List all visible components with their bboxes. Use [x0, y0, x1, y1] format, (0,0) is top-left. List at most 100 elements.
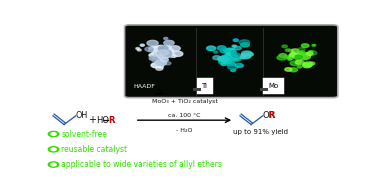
Circle shape [149, 57, 155, 60]
Circle shape [288, 56, 294, 59]
Circle shape [222, 55, 231, 59]
FancyBboxPatch shape [193, 88, 201, 91]
Circle shape [285, 68, 292, 71]
Circle shape [155, 55, 162, 59]
Text: - H₂O: - H₂O [176, 128, 193, 133]
Circle shape [231, 55, 238, 58]
Circle shape [161, 52, 169, 56]
Circle shape [172, 51, 183, 57]
Circle shape [238, 65, 244, 67]
Circle shape [162, 51, 172, 56]
Circle shape [137, 49, 141, 51]
Circle shape [140, 44, 144, 46]
Text: ca. 100 °C: ca. 100 °C [168, 113, 201, 118]
Circle shape [296, 60, 304, 65]
Circle shape [224, 55, 229, 57]
Circle shape [309, 62, 315, 65]
Circle shape [282, 45, 287, 48]
Circle shape [220, 48, 230, 53]
Circle shape [295, 55, 302, 59]
Circle shape [51, 133, 56, 135]
Circle shape [166, 50, 171, 53]
Circle shape [162, 48, 167, 50]
Circle shape [164, 40, 174, 46]
Circle shape [228, 55, 239, 60]
Circle shape [239, 40, 250, 45]
Circle shape [148, 50, 152, 52]
Circle shape [158, 65, 164, 68]
Circle shape [158, 50, 169, 55]
FancyBboxPatch shape [260, 88, 268, 91]
Circle shape [290, 61, 299, 66]
Circle shape [164, 50, 174, 54]
Circle shape [153, 46, 158, 49]
Circle shape [231, 53, 240, 57]
Circle shape [151, 63, 161, 68]
Circle shape [152, 57, 163, 63]
Circle shape [302, 53, 310, 57]
Circle shape [231, 69, 236, 71]
Circle shape [149, 46, 159, 51]
Circle shape [152, 51, 162, 57]
Circle shape [230, 58, 234, 60]
Circle shape [241, 43, 249, 47]
Circle shape [299, 51, 305, 54]
Circle shape [158, 56, 163, 58]
Circle shape [290, 54, 295, 57]
Text: MoO₃ + TiO₂ catalyst: MoO₃ + TiO₂ catalyst [152, 99, 218, 104]
Circle shape [160, 50, 170, 55]
Circle shape [295, 60, 302, 64]
Circle shape [170, 46, 180, 51]
Circle shape [226, 52, 236, 57]
Text: up to 91% yield: up to 91% yield [233, 129, 288, 135]
Circle shape [165, 62, 171, 65]
Circle shape [312, 44, 316, 46]
Circle shape [156, 60, 167, 65]
Circle shape [166, 53, 175, 57]
Circle shape [51, 148, 56, 151]
Circle shape [234, 46, 241, 50]
Circle shape [164, 50, 172, 54]
Circle shape [230, 56, 241, 61]
Circle shape [158, 46, 168, 51]
Circle shape [303, 63, 311, 68]
Circle shape [160, 53, 170, 58]
Circle shape [161, 46, 170, 50]
Circle shape [159, 52, 170, 58]
Circle shape [51, 163, 56, 166]
Circle shape [149, 47, 155, 50]
Circle shape [165, 46, 171, 49]
Circle shape [223, 60, 231, 64]
Circle shape [230, 62, 234, 64]
Circle shape [230, 51, 236, 53]
Circle shape [232, 45, 236, 47]
Circle shape [303, 63, 311, 66]
Circle shape [279, 53, 287, 57]
Circle shape [213, 51, 218, 53]
Circle shape [218, 57, 228, 62]
Text: applicable to wide varieties of allyl ethers: applicable to wide varieties of allyl et… [61, 160, 222, 169]
Circle shape [235, 63, 243, 67]
Circle shape [219, 57, 227, 62]
Circle shape [217, 46, 226, 50]
Circle shape [284, 56, 290, 59]
Circle shape [167, 52, 172, 55]
Circle shape [306, 52, 313, 55]
Circle shape [290, 68, 297, 72]
Circle shape [296, 57, 303, 60]
Circle shape [297, 66, 302, 68]
Circle shape [155, 60, 166, 66]
Circle shape [231, 56, 240, 60]
Circle shape [223, 49, 230, 52]
Circle shape [302, 44, 309, 47]
Circle shape [153, 53, 160, 57]
Circle shape [225, 54, 236, 59]
Circle shape [171, 55, 176, 57]
Circle shape [48, 162, 59, 167]
Circle shape [218, 56, 229, 62]
Circle shape [149, 56, 157, 60]
Circle shape [228, 64, 238, 69]
Circle shape [289, 53, 297, 57]
Circle shape [156, 45, 164, 50]
Circle shape [156, 67, 163, 70]
